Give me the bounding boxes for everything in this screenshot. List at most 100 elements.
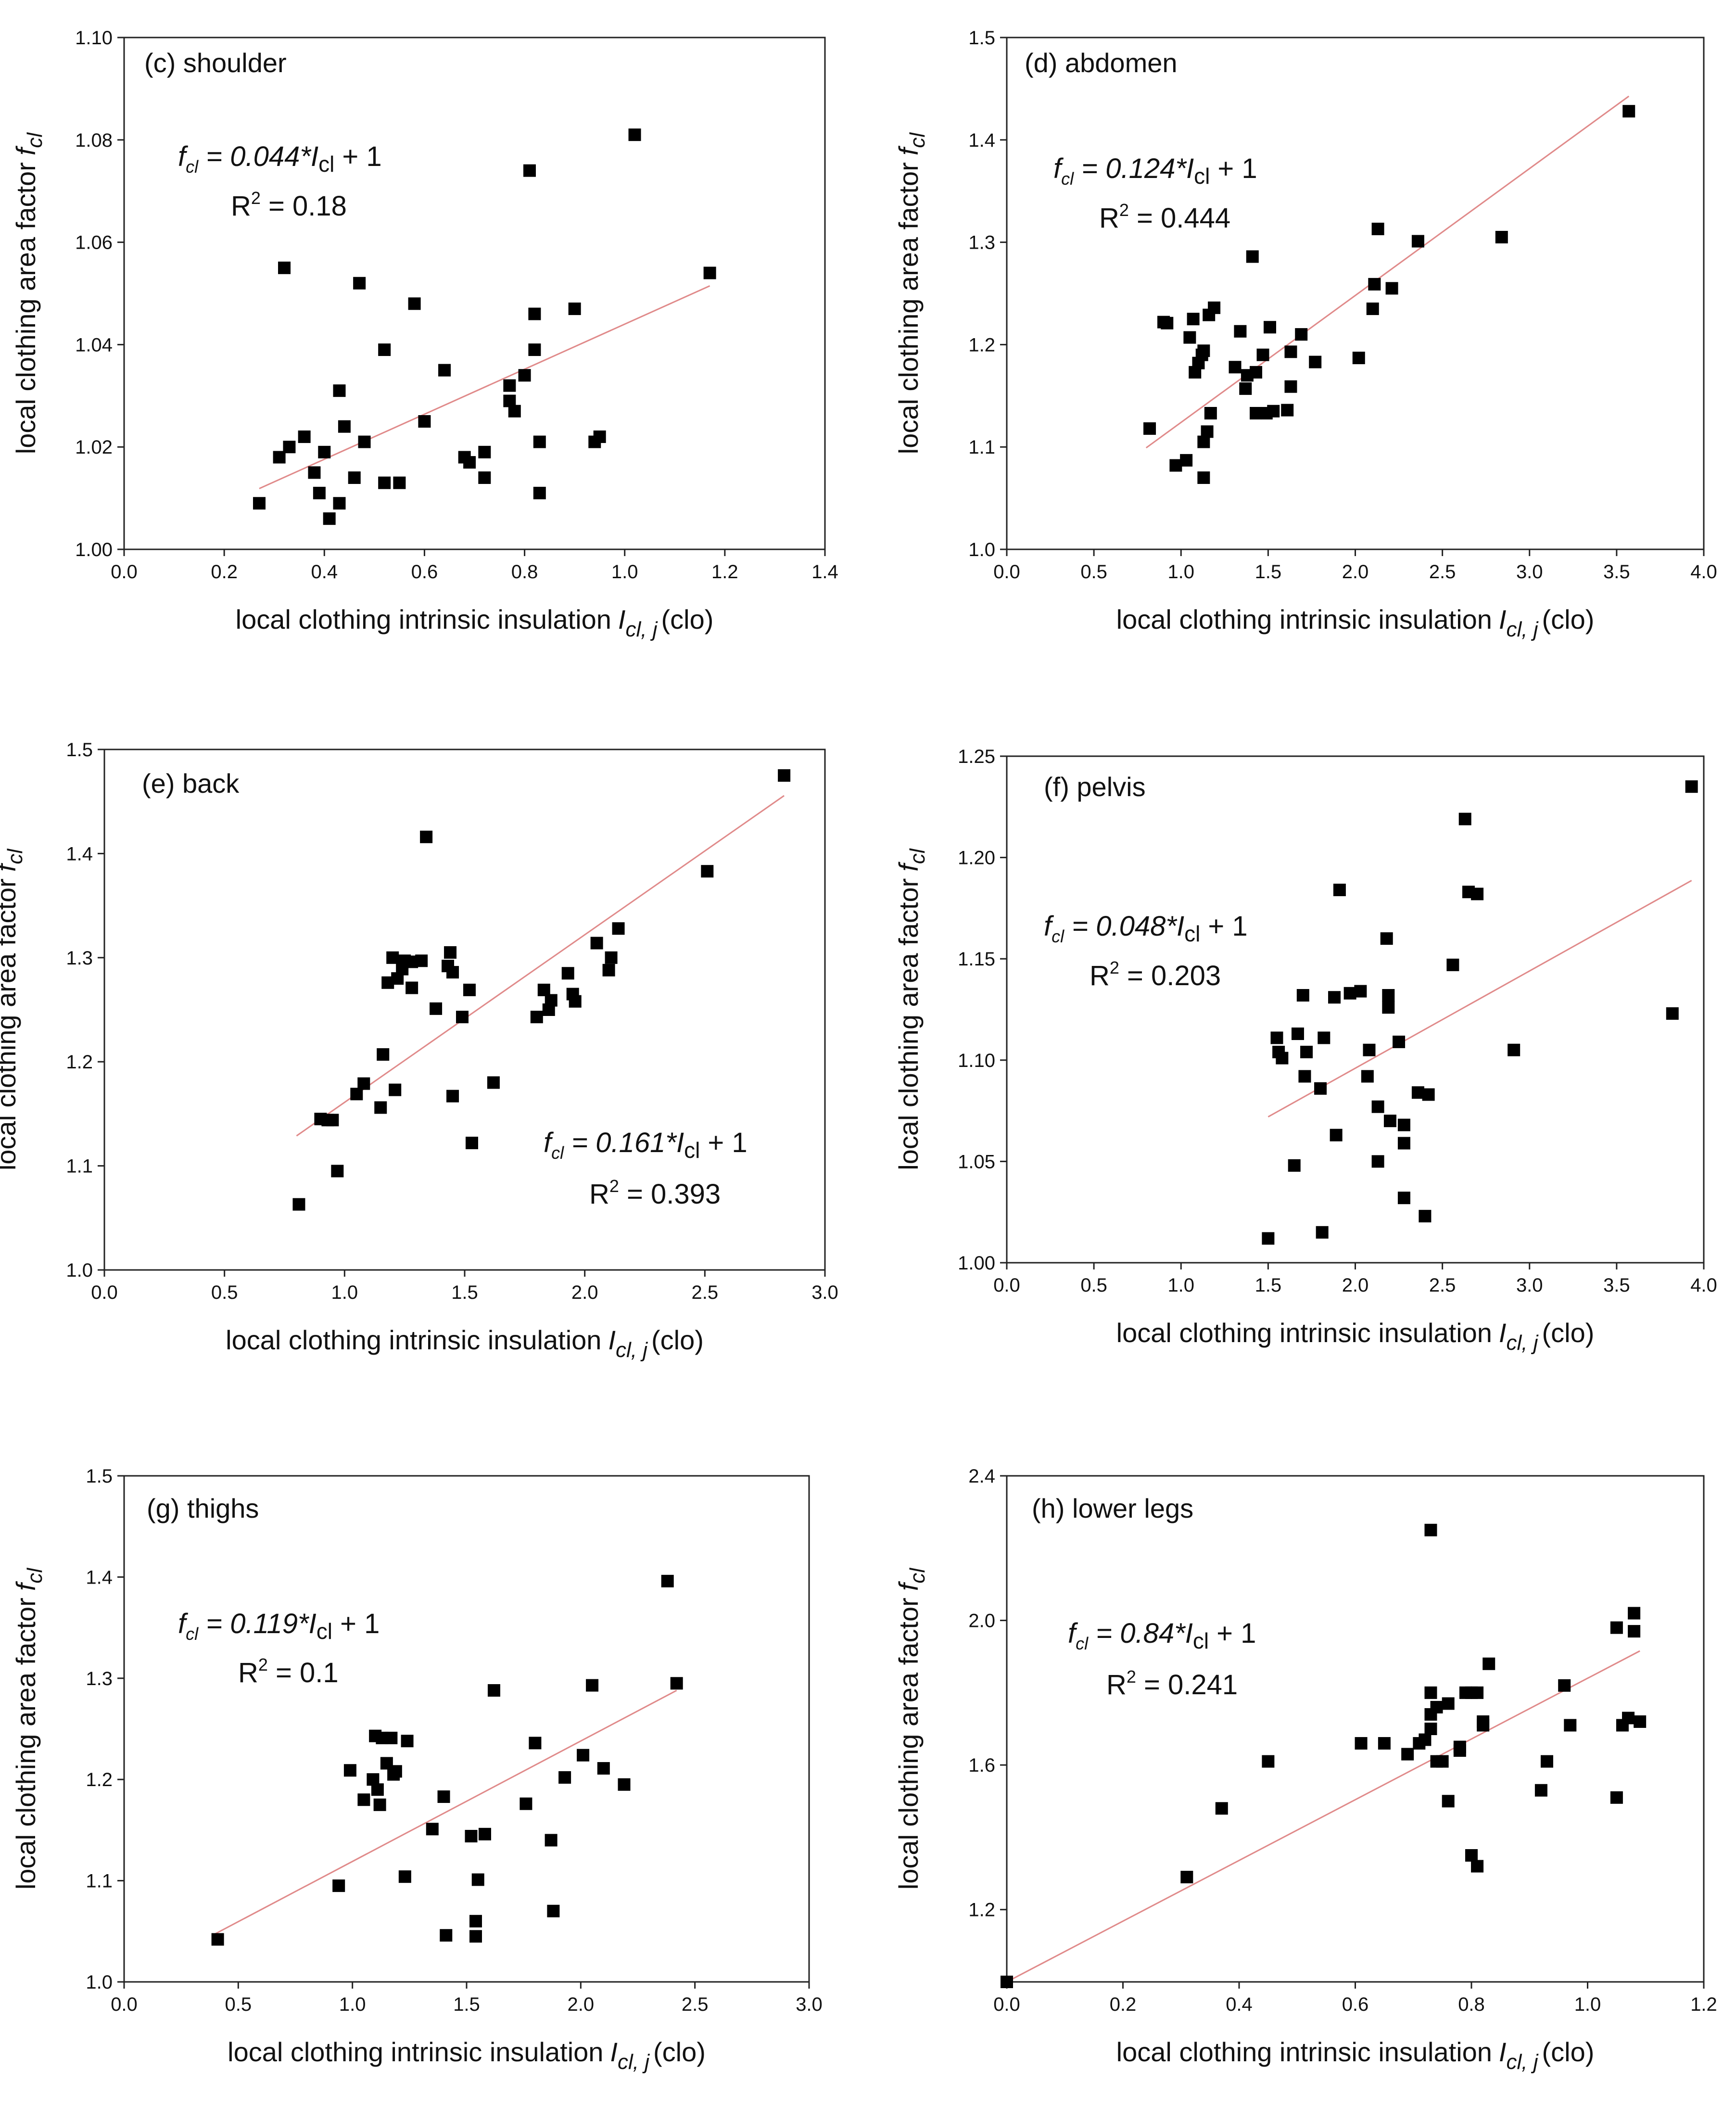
data-point [278, 261, 291, 274]
panel-lower-legs: 0.0 0.2 0.4 0.6 0.8 1.0 1.2 1.2 1.6 2.0 2.4 (h) low… [893, 1466, 1717, 2074]
data-point [1558, 1679, 1571, 1692]
r2-r: R [1099, 203, 1119, 234]
data-point [333, 497, 346, 510]
eq-i-sub: cl [318, 152, 334, 177]
data-point [331, 1165, 344, 1178]
data-point [1610, 1791, 1623, 1804]
data-point [1288, 1159, 1301, 1172]
x-axis-title: local clothing intrinsic insulation Icl, … [1116, 604, 1595, 641]
y-axis-title-text: local clothing area factor [11, 162, 41, 454]
y-axis-subscript: cl [906, 1568, 929, 1584]
x-tick-label: 0.4 [311, 561, 338, 583]
eq-f-sub: cl [1076, 1634, 1089, 1653]
panel-label: (h) lower legs [1032, 1493, 1193, 1523]
eq-slope: = 0.161* [564, 1127, 677, 1158]
x-axis-title: local clothing intrinsic insulation Icl, … [226, 1325, 704, 1362]
data-point [1401, 1748, 1414, 1761]
data-point [508, 405, 521, 418]
data-point [518, 369, 531, 382]
r2-value: = 0.203 [1119, 960, 1221, 991]
data-point [1361, 1070, 1374, 1083]
data-point [1291, 1028, 1304, 1040]
data-point [389, 1083, 402, 1096]
plot-frame [1006, 755, 1705, 1264]
data-point [1424, 1723, 1437, 1735]
y-axis-title-text: local clothing area factor [893, 1598, 924, 1890]
x-tick-label: 2.0 [1342, 1275, 1369, 1296]
data-point [612, 922, 625, 935]
x-axis-unit: (clo) [1542, 604, 1594, 634]
data-point [446, 1090, 459, 1103]
panel-label: (d) abdomen [1025, 48, 1178, 78]
x-axis-title: local clothing intrinsic insulation Icl, … [228, 2037, 706, 2074]
data-point [408, 297, 421, 310]
data-point [469, 1915, 482, 1928]
y-tick-label: 1.02 [75, 437, 113, 458]
data-point [605, 951, 618, 964]
data-point [1355, 1737, 1368, 1750]
eq-i-sub: cl [1193, 1628, 1209, 1653]
data-point [440, 1929, 453, 1942]
y-tick-label: 1.2 [968, 334, 995, 355]
data-point [1378, 1737, 1391, 1750]
r-squared: R2 = 0.1 [238, 1655, 339, 1688]
eq-i: I [1177, 911, 1184, 942]
y-tick-label: 1.25 [958, 746, 995, 767]
x-tick-label: 0.6 [1342, 1994, 1369, 2015]
data-point [1333, 883, 1346, 896]
fit-equation: fcl = 0.124*Icl + 1 [1053, 153, 1257, 189]
panel-pelvis: 0.0 0.5 1.0 1.5 2.0 2.5 3.0 3.5 4.0 1.00 1.05 1.10 1… [893, 746, 1717, 1355]
eq-i: I [1186, 153, 1194, 184]
x-tick-label: 2.5 [682, 1994, 709, 2015]
x-axis-unit: (clo) [661, 604, 713, 634]
data-point [1363, 1043, 1376, 1056]
x-axis-symbol: I [1499, 2037, 1507, 2067]
x-tick-label: 0.0 [993, 561, 1020, 583]
data-point [533, 435, 546, 448]
x-tick-label: 0.8 [511, 561, 538, 583]
data-point [1250, 406, 1263, 419]
data-point [1436, 1755, 1449, 1768]
data-point [1371, 222, 1384, 235]
data-point [313, 486, 326, 499]
data-point [1465, 1849, 1478, 1862]
data-point [1284, 345, 1297, 358]
data-point [332, 1879, 345, 1892]
data-point [545, 994, 558, 1007]
r2-exp: 2 [251, 188, 261, 208]
eq-f-sub: cl [551, 1143, 564, 1163]
x-axis-symbol: I [618, 604, 626, 634]
data-point [590, 937, 603, 950]
x-tick-label: 3.5 [1603, 561, 1630, 583]
data-point [348, 471, 361, 484]
data-point [1471, 1860, 1484, 1873]
eq-slope: = 0.124* [1074, 153, 1187, 184]
x-axis-subscript: cl, j [1506, 2050, 1538, 2074]
data-point [1622, 105, 1635, 118]
data-point [326, 1114, 339, 1127]
y-tick-label: 1.10 [958, 1050, 995, 1071]
y-tick-label: 1.20 [958, 848, 995, 869]
data-point [1380, 932, 1393, 945]
data-point [386, 951, 399, 964]
r-squared: R2 = 0.393 [589, 1176, 721, 1210]
x-axis-subscript: cl, j [1506, 1331, 1538, 1355]
data-point [1309, 355, 1322, 368]
data-point [1422, 1088, 1435, 1101]
data-point [1143, 422, 1156, 435]
eq-f-sub: cl [186, 157, 199, 177]
x-tick-label: 3.0 [1516, 561, 1543, 583]
data-point [478, 471, 491, 484]
data-point [703, 266, 716, 279]
eq-slope: = 0.84* [1088, 1618, 1186, 1649]
y-tick-label: 1.2 [968, 1900, 995, 1921]
eq-i: I [311, 141, 318, 172]
x-tick-label: 0.5 [1080, 561, 1107, 583]
x-tick-label: 0.5 [225, 1994, 252, 2015]
y-tick-label: 1.5 [968, 27, 995, 49]
y-axis-title: local clothing area factorfcl [893, 1568, 929, 1890]
panel-back: 0.0 0.5 1.0 1.5 2.0 2.5 3.0 1.0 1.1 1.2 1.3 1.4 1.5 (… [0, 739, 838, 1362]
data-point [1354, 985, 1367, 998]
data-point [456, 1011, 469, 1024]
y-axis-subscript: cl [3, 849, 27, 864]
